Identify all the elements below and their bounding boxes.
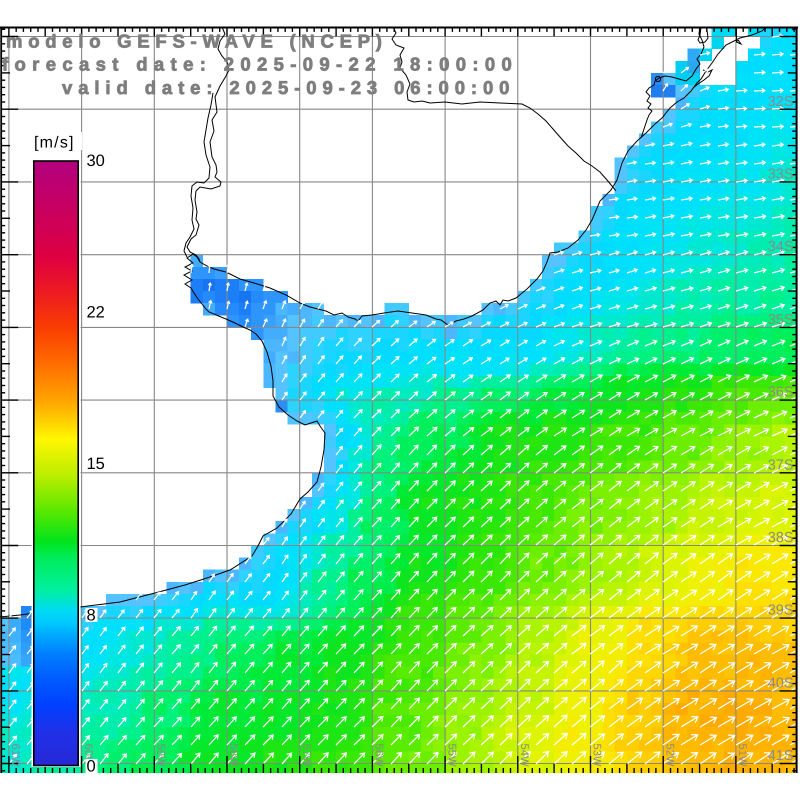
svg-text:forecast date: 2025-09-22 18:0: forecast date: 2025-09-22 18:00:00 — [2, 53, 518, 74]
svg-text:39S: 39S — [768, 603, 794, 619]
svg-text:valid date: 2025-09-23 06:00:0: valid date: 2025-09-23 06:00:00 — [62, 77, 515, 98]
svg-text:38S: 38S — [768, 530, 794, 546]
svg-text:33S: 33S — [768, 166, 794, 182]
svg-text:15: 15 — [87, 455, 105, 473]
svg-text:30: 30 — [87, 152, 105, 170]
svg-text:51W: 51W — [736, 744, 748, 767]
svg-text:40S: 40S — [768, 675, 794, 691]
svg-text:[m/s]: [m/s] — [34, 135, 75, 152]
svg-text:55W: 55W — [445, 744, 457, 767]
svg-text:22: 22 — [87, 304, 105, 322]
svg-text:57W: 57W — [300, 744, 312, 767]
svg-text:59W: 59W — [155, 744, 167, 767]
svg-text:modelo GEFS-WAVE (NCEP): modelo GEFS-WAVE (NCEP) — [6, 31, 388, 52]
svg-text:37S: 37S — [768, 457, 794, 473]
svg-text:32S: 32S — [768, 94, 794, 110]
svg-text:36S: 36S — [768, 385, 794, 401]
svg-text:54W: 54W — [518, 744, 530, 767]
svg-text:58W: 58W — [227, 744, 239, 767]
svg-text:52W: 52W — [663, 744, 675, 767]
svg-text:8: 8 — [87, 607, 96, 625]
svg-text:34S: 34S — [768, 239, 794, 255]
svg-text:41S: 41S — [768, 748, 794, 764]
svg-text:61W: 61W — [9, 744, 21, 767]
svg-text:53W: 53W — [591, 744, 603, 767]
svg-text:35S: 35S — [768, 312, 794, 328]
svg-text:56W: 56W — [373, 744, 385, 767]
svg-text:0: 0 — [87, 758, 96, 776]
